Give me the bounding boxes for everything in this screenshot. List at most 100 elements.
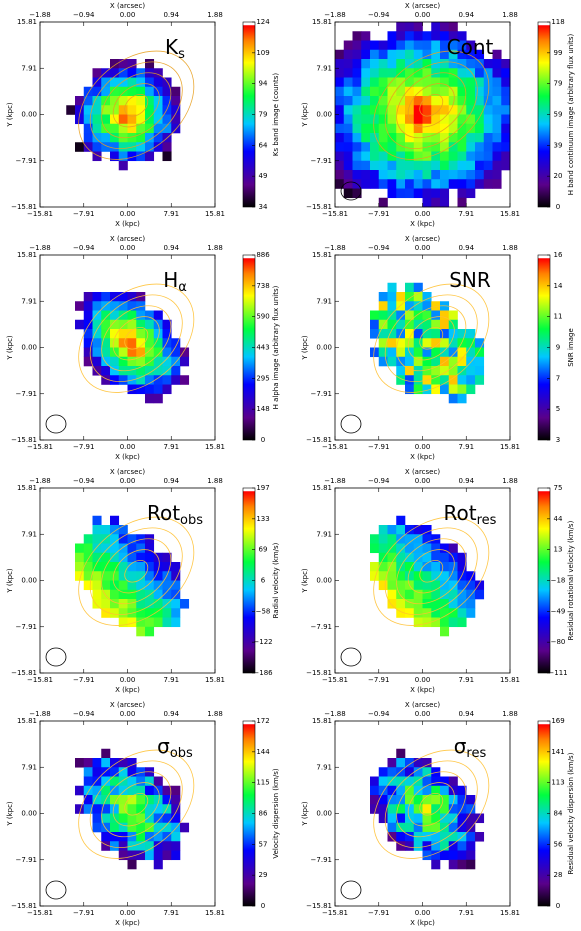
map-pixel <box>136 626 146 637</box>
map-pixel <box>127 758 137 768</box>
map-pixel <box>162 142 172 152</box>
map-pixel <box>127 795 137 805</box>
map-pixel <box>118 123 128 134</box>
map-pixel <box>136 589 146 600</box>
map-pixel <box>405 301 415 311</box>
map-pixel <box>457 179 467 189</box>
map-pixel <box>413 170 423 180</box>
map-pixel <box>127 617 137 628</box>
map-pixel <box>118 822 128 833</box>
map-pixel <box>162 617 172 628</box>
map-pixel <box>335 59 345 69</box>
map-pixel <box>335 160 345 171</box>
map-pixel <box>475 133 485 143</box>
map-pixel <box>466 850 476 861</box>
map-pixel <box>83 329 93 339</box>
x-tick-label: 0.00 <box>415 909 431 917</box>
y-tick-label: −7.91 <box>16 157 37 165</box>
map-pixel <box>127 562 137 572</box>
colorbar-tick-label: 148 <box>256 405 269 413</box>
map-pixel <box>440 813 450 824</box>
label-main: Rot <box>444 501 477 525</box>
map-pixel <box>492 49 502 60</box>
contour <box>89 527 183 615</box>
beam <box>45 414 67 434</box>
map-pixel <box>422 188 432 199</box>
x-tick-label: −7.91 <box>368 676 389 684</box>
panel: Rotobs−15.81 −7.91 0.00 7.91 15.81−1.88 −0.94… <box>6 468 280 694</box>
map-pixel <box>387 804 397 814</box>
map-pixel <box>118 68 128 78</box>
map-pixel <box>431 160 441 171</box>
map-pixel <box>440 384 450 395</box>
map-pixel <box>431 832 441 842</box>
map-pixel <box>361 86 371 97</box>
map-pixel <box>440 626 450 637</box>
map-pixel <box>101 105 111 115</box>
map-pixel <box>466 859 476 870</box>
map-pixel <box>405 170 415 180</box>
map-pixel <box>483 179 493 189</box>
map-pixel <box>440 543 450 554</box>
map-pixel <box>361 170 371 180</box>
map-pixel <box>83 292 93 302</box>
colorbar-tick-label: 443 <box>256 344 269 352</box>
contour <box>78 283 195 393</box>
map-pixel <box>448 822 458 833</box>
map-pixel <box>413 608 423 618</box>
map-pixel <box>92 785 102 796</box>
x-top-tick-label: −0.94 <box>368 11 390 19</box>
map-pixel <box>101 785 111 796</box>
map-pixel <box>127 832 137 842</box>
map-pixel <box>361 68 371 78</box>
map-pixel <box>448 68 458 78</box>
map-pixel <box>118 142 128 152</box>
y-tick-label: 7.91 <box>21 763 37 771</box>
map-pixel <box>431 608 441 618</box>
map-pixel <box>83 795 93 805</box>
map-pixel <box>440 49 450 60</box>
map-pixel <box>405 366 415 376</box>
map-pixel <box>180 822 190 833</box>
colorbar-tick-label: 94 <box>259 80 268 88</box>
map-pixel <box>335 170 345 180</box>
map-pixel <box>370 347 380 358</box>
colorbar-tick-label: 84 <box>554 810 563 818</box>
map-pixel <box>66 105 76 115</box>
map-pixel <box>422 301 432 311</box>
map-pixel <box>171 822 181 833</box>
map-pixel <box>136 832 146 842</box>
map-pixel <box>448 114 458 125</box>
map-pixel <box>440 599 450 609</box>
y-tick-label: 0.00 <box>21 577 37 585</box>
y-tick-label: 7.91 <box>316 530 332 538</box>
colorbar-tick-label: 29 <box>259 871 268 879</box>
map-pixel <box>352 142 362 152</box>
panel: Hα−15.81 −7.91 0.00 7.91 15.81−1.88 −0.94 0.00… <box>6 235 280 461</box>
map-pixel <box>110 310 120 321</box>
map-pixel <box>101 133 111 143</box>
map-pixel <box>136 804 146 814</box>
map-pixel <box>136 608 146 618</box>
map-pixel <box>448 160 458 171</box>
map-pixel <box>405 356 415 367</box>
map-pixel <box>136 114 146 125</box>
map-pixel <box>118 850 128 861</box>
map-pixel <box>501 151 511 162</box>
map-pixel <box>75 543 85 554</box>
map-pixel <box>145 96 155 106</box>
map-pixel <box>413 68 423 78</box>
map-pixel <box>448 562 458 572</box>
map-pixel <box>440 552 450 563</box>
map-pixel <box>440 795 450 805</box>
map-pixel <box>171 105 181 115</box>
map-pixel <box>136 77 146 88</box>
map-pixel <box>92 795 102 805</box>
map-pixel <box>475 589 485 600</box>
map-pixel <box>370 785 380 796</box>
map-pixel <box>83 319 93 330</box>
map-pixel <box>501 77 511 88</box>
map-pixel <box>405 841 415 851</box>
map-pixel <box>110 292 120 302</box>
contour <box>373 50 490 160</box>
